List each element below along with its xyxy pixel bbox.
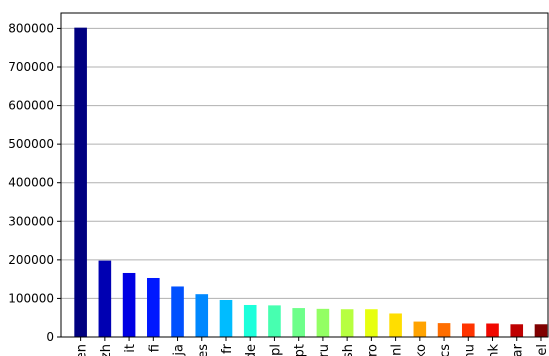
x-tick-label-zh: zh xyxy=(99,344,114,356)
x-tick-label-fi: fi xyxy=(147,344,162,352)
bar-de xyxy=(243,304,257,337)
bar-hu xyxy=(461,323,475,337)
bar-en xyxy=(74,27,87,338)
x-tick-label-de: de xyxy=(244,344,259,356)
y-tick-label: 500000 xyxy=(8,137,54,151)
y-tick-label: 400000 xyxy=(8,176,54,190)
y-tick-label: 100000 xyxy=(8,291,54,305)
bar-it xyxy=(122,272,136,337)
bar-nl xyxy=(389,313,402,337)
x-tick-label-it: it xyxy=(123,344,138,353)
bar-ru xyxy=(316,308,330,337)
bar-cs xyxy=(437,323,451,337)
bar-fi xyxy=(147,277,160,337)
bar-sh xyxy=(340,309,354,337)
plot-frame xyxy=(60,12,549,338)
grid-lines xyxy=(61,27,548,338)
x-axis: en zh it fi ja es fr de pl pt ru sh ro nl ko cs hu nk ar el xyxy=(75,337,549,356)
y-tick-label: 700000 xyxy=(8,60,54,74)
bar-pt xyxy=(292,308,305,337)
bar-pl xyxy=(268,305,281,337)
y-tick-label: 200000 xyxy=(8,253,54,267)
x-tick-label-nk: nk xyxy=(487,344,502,356)
bar-ro xyxy=(365,309,378,337)
x-tick-label-ko: ko xyxy=(414,344,429,356)
x-tick-label-pl: pl xyxy=(268,344,283,356)
y-tick-label: 300000 xyxy=(8,214,54,228)
x-tick-label-ar: ar xyxy=(511,343,526,356)
y-tick-label: 600000 xyxy=(8,99,54,113)
x-tick-label-el: el xyxy=(535,344,549,356)
y-tick-label: 0 xyxy=(46,330,54,344)
y-axis: 0 100000 200000 300000 400000 500000 600000 700… xyxy=(8,21,61,344)
bar-nk xyxy=(486,323,499,337)
bar-ar xyxy=(510,324,524,337)
x-tick-label-nl: nl xyxy=(390,344,405,356)
y-tick-label: 800000 xyxy=(8,21,54,35)
x-tick-label-sh: sh xyxy=(341,344,356,356)
x-tick-label-fr: fr xyxy=(220,343,235,354)
bars xyxy=(74,27,548,338)
x-tick-label-hu: hu xyxy=(462,344,477,356)
x-tick-label-pt: pt xyxy=(293,344,308,356)
bar-fr xyxy=(219,299,233,337)
bar-el xyxy=(534,324,548,337)
bar-ko xyxy=(413,321,427,337)
x-tick-label-en: en xyxy=(75,344,90,356)
x-tick-label-ru: ru xyxy=(317,344,332,356)
x-tick-label-ro: ro xyxy=(365,344,380,356)
x-tick-label-es: es xyxy=(196,344,211,356)
x-tick-label-cs: cs xyxy=(438,344,453,356)
bar-zh xyxy=(98,260,112,337)
x-tick-label-ja: ja xyxy=(172,344,187,356)
bar-es xyxy=(195,294,209,337)
bar-ja xyxy=(171,286,184,337)
